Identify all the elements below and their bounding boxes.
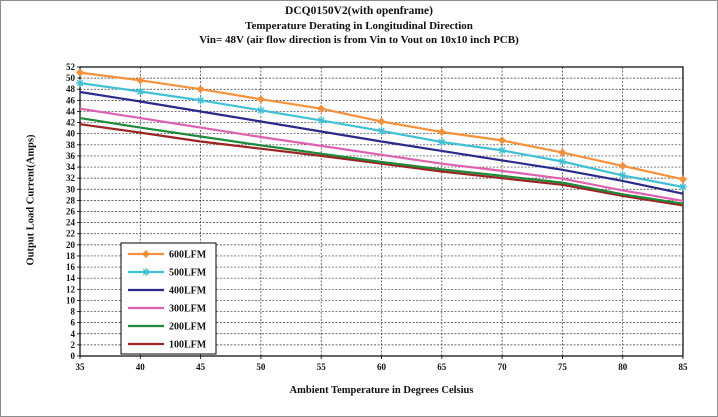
legend: 600LFM 500LFM 400LFM 300LFM 200LFM 100LFM [120,242,217,355]
data-point-500lfm [256,106,265,115]
y-tick-label: 46 [66,95,76,105]
data-point-500lfm [76,79,84,88]
chart-subtitle-conditions: Vin= 48V (air flow direction is from Vin… [199,34,519,46]
legend-marker-600lfm [141,249,151,259]
y-tick-label: 0 [71,351,76,361]
data-point-500lfm-stroke [257,107,265,114]
data-point-500lfm [317,116,326,125]
data-point-600lfm [678,175,688,184]
y-tick-label: 24 [66,218,76,228]
y-tick-label: 38 [66,140,76,150]
y-tick-label: 22 [66,229,76,239]
x-axis-label: Ambient Temperature in Degrees Celsius [289,385,474,396]
data-point-600lfm [498,136,507,145]
data-point-500lfm-stroke [438,138,446,146]
legend-label-500lfm: 500LFM [169,268,207,279]
data-point-500lfm [558,157,567,166]
y-tick-label: 6 [71,318,76,328]
data-point-500lfm-stroke [137,88,144,95]
data-point-600lfm [256,95,265,104]
y-tick-label: 18 [66,251,76,261]
y-tick-label: 50 [66,73,76,83]
legend-box [120,242,217,355]
data-point-500lfm-stroke [679,183,687,191]
data-point-500lfm-stroke [559,158,566,165]
legend-marker-500lfm-stroke [142,268,150,276]
y-tick-label: 34 [66,162,76,172]
y-tick-label: 26 [66,207,76,217]
data-point-500lfm [377,126,386,135]
y-tick-label: 42 [66,118,76,128]
data-point-500lfm-stroke [619,172,626,179]
data-point-500lfm-stroke [76,79,84,87]
x-tick-label: 40 [136,362,146,372]
y-tick-label: 40 [66,129,76,139]
x-tick-label: 80 [618,362,628,372]
x-tick-label: 65 [437,362,447,372]
data-point-600lfm [377,117,386,126]
y-tick-label: 32 [66,173,76,183]
legend-label-600lfm: 600LFM [169,250,207,261]
data-point-600lfm [437,128,446,137]
legend-label-200lfm: 200LFM [169,322,207,333]
series-line-300lfm [79,107,684,202]
data-point-600lfm [136,76,145,85]
y-tick-label: 20 [66,240,76,250]
y-tick-label: 2 [71,340,76,350]
legend-marker-500lfm [142,268,150,276]
y-tick-label: 8 [71,307,76,317]
data-point-500lfm [618,171,627,180]
data-point-500lfm-stroke [317,117,325,124]
legend-label-400lfm: 400LFM [169,286,207,297]
y-tick-label: 16 [66,262,76,272]
x-tick-label: 85 [679,362,689,372]
data-point-500lfm [136,87,145,96]
x-tick-label: 55 [317,362,327,372]
y-tick-label: 4 [71,329,76,339]
data-point-600lfm [75,68,85,77]
data-point-600lfm [618,161,627,170]
x-tick-label: 70 [498,362,508,372]
series-line-100lfm [79,123,684,207]
x-tick-label: 60 [377,362,387,372]
y-tick-label: 28 [66,195,76,205]
y-tick-label: 52 [66,62,76,72]
data-point-500lfm-stroke [498,147,506,154]
data-point-500lfm-stroke [197,97,204,104]
data-point-500lfm [679,183,687,192]
legend-label-100lfm: 100LFM [169,340,207,351]
data-point-600lfm [196,85,205,94]
x-tick-label: 50 [256,362,266,372]
y-tick-label: 48 [66,84,76,94]
series-line-400lfm [79,90,684,195]
x-tick-label: 75 [558,362,568,372]
data-point-600lfm [317,104,326,113]
data-point-500lfm [437,138,446,147]
chart-subtitle: Temperature Derating in Longitudinal Dir… [245,20,473,32]
x-tick-label: 45 [196,362,206,372]
y-tick-label: 12 [66,284,76,294]
y-tick-label: 14 [66,273,76,283]
legend-label-300lfm: 300LFM [169,304,207,315]
data-point-500lfm [498,146,507,155]
data-point-500lfm-stroke [378,127,385,135]
x-tick-label: 35 [76,362,86,372]
y-tick-label: 30 [66,184,76,194]
chart-title: DCQ0150V2(with openframe) [285,5,433,17]
y-tick-label: 10 [66,295,76,305]
data-point-600lfm [558,148,567,157]
series-line-200lfm [79,117,684,205]
data-point-500lfm [196,96,205,105]
plot-border [79,66,684,357]
y-tick-label: 36 [66,151,76,161]
y-tick-label: 44 [66,106,76,116]
